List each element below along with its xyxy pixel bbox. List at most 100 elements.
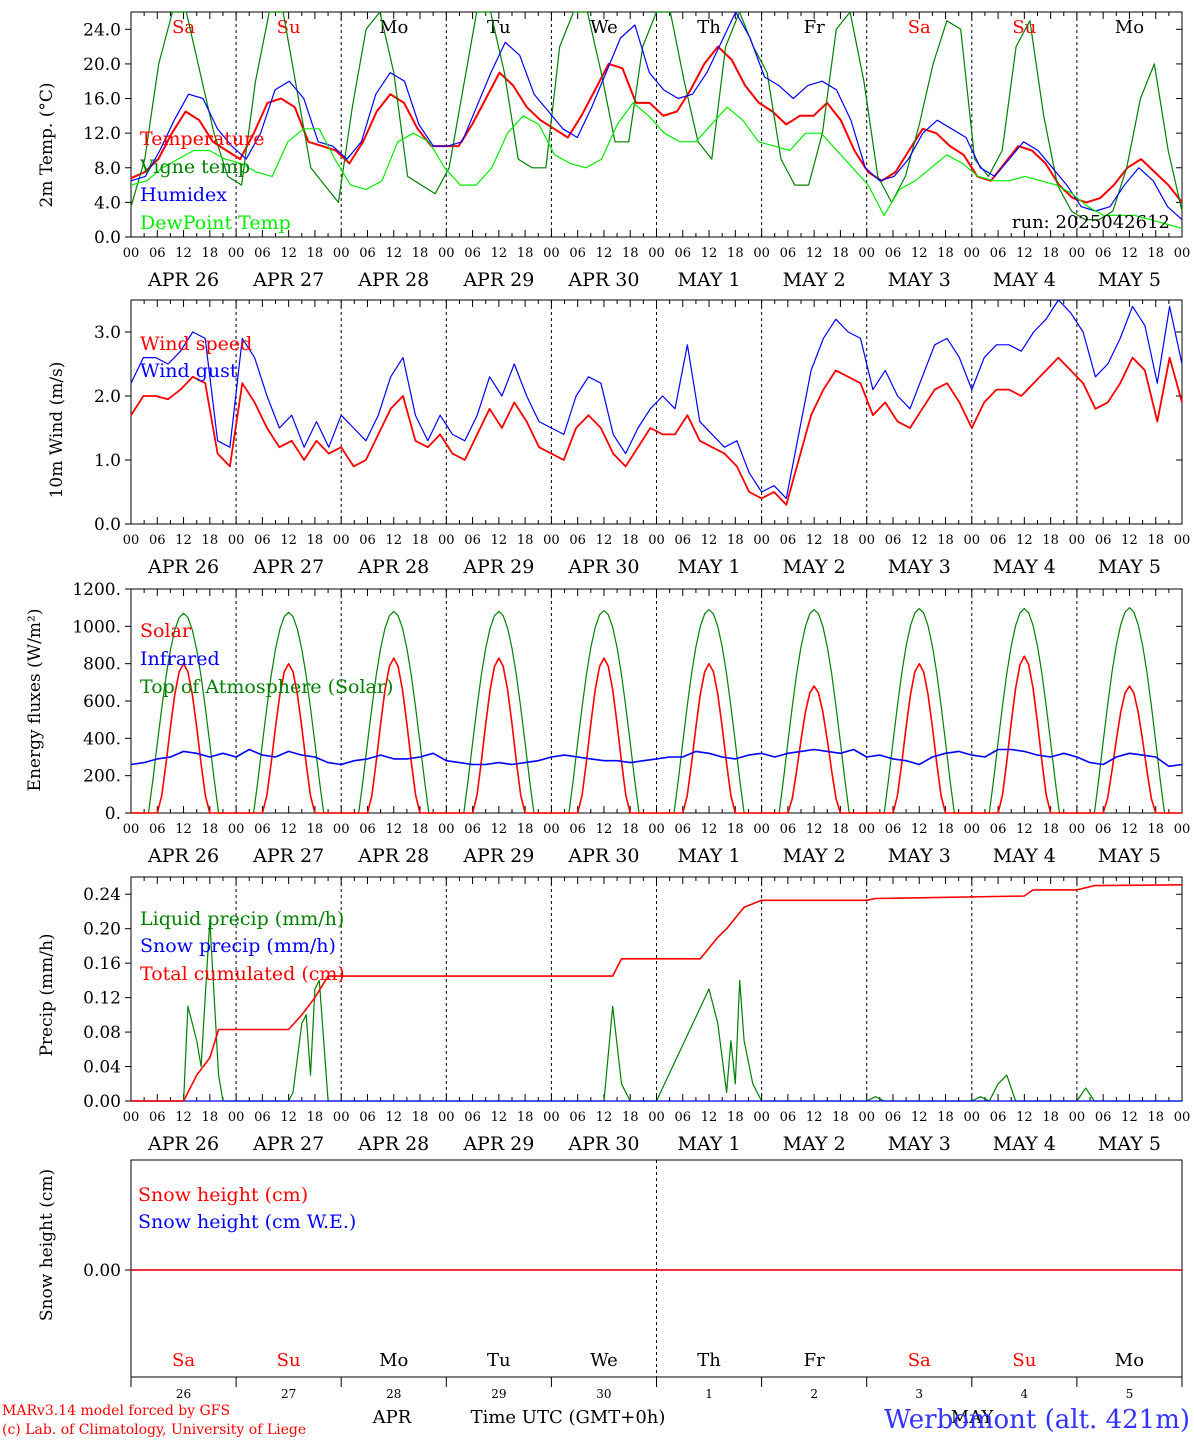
hour-tick-label: 06 [254, 822, 271, 837]
hour-tick-label: 00 [753, 1110, 770, 1125]
weekday-label: Mo [379, 1350, 408, 1371]
hour-tick-label: 06 [569, 533, 586, 548]
hour-tick-label: 12 [596, 822, 613, 837]
y-tick-label: 0.12 [83, 989, 121, 1009]
series-wind-speed [130, 356, 1183, 506]
weekday-label: We [590, 1350, 618, 1371]
hour-tick-label: 12 [1016, 246, 1033, 261]
legend-solar: Solar [140, 620, 192, 642]
date-label: MAY 3 [888, 556, 951, 578]
station-label: Werbomont (alt. 421m) [884, 1405, 1190, 1435]
weekday-label-top: Mo [1115, 17, 1144, 38]
energy-y-label: Energy fluxes (W/m²) [25, 609, 45, 792]
hour-tick-label: 12 [280, 822, 297, 837]
weekday-label: Mo [1115, 1350, 1144, 1371]
hour-tick-label: 06 [990, 246, 1007, 261]
weekday-label: Tu [487, 1350, 511, 1371]
date-label: APR 30 [567, 1133, 639, 1155]
y-tick-label: 0.04 [83, 1058, 121, 1078]
hour-tick-label: 12 [491, 246, 508, 261]
hour-tick-label: 00 [964, 533, 981, 548]
panel-frame [130, 299, 1183, 525]
date-label: APR 27 [252, 269, 324, 291]
hour-tick-label: 12 [175, 533, 192, 548]
run-label: run: 2025042612 [1012, 212, 1170, 233]
hour-tick-label: 00 [123, 246, 140, 261]
hour-tick-label: 06 [569, 246, 586, 261]
y-tick-label: 12.0 [83, 124, 121, 144]
day-number-label: 30 [596, 1387, 611, 1401]
hour-tick-label: 12 [1121, 1110, 1138, 1125]
hour-tick-label: 18 [412, 533, 429, 548]
y-tick-label: 0.00 [83, 1261, 121, 1281]
hour-tick-label: 00 [858, 1110, 875, 1125]
legend-snow-we: Snow height (cm W.E.) [138, 1211, 356, 1233]
hour-tick-label: 00 [228, 822, 245, 837]
hour-tick-label: 12 [175, 1110, 192, 1125]
hour-tick-label: 12 [280, 1110, 297, 1125]
hour-tick-label: 00 [438, 533, 455, 548]
hour-tick-label: 12 [911, 822, 928, 837]
series-vigne-temp [130, 11, 1183, 221]
legend-snow-precip: Snow precip (mm/h) [140, 935, 336, 957]
hour-tick-label: 06 [254, 1110, 271, 1125]
hour-tick-label: 00 [858, 822, 875, 837]
hour-tick-label: 18 [727, 1110, 744, 1125]
y-tick-label: 1200. [72, 580, 121, 600]
hour-tick-label: 18 [1042, 533, 1059, 548]
hour-tick-label: 00 [1174, 246, 1191, 261]
hour-tick-label: 00 [543, 1110, 560, 1125]
hour-tick-label: 12 [1016, 822, 1033, 837]
date-label: APR 30 [567, 556, 639, 578]
hour-tick-label: 00 [1069, 246, 1086, 261]
y-tick-label: 8.0 [94, 159, 121, 179]
hour-tick-label: 06 [149, 822, 166, 837]
y-tick-label: 0. [105, 804, 121, 824]
hour-tick-label: 06 [569, 822, 586, 837]
hour-tick-label: 12 [280, 533, 297, 548]
hour-tick-label: 00 [648, 1110, 665, 1125]
hour-tick-label: 12 [911, 246, 928, 261]
date-label: APR 26 [147, 845, 219, 867]
hour-tick-label: 12 [701, 1110, 718, 1125]
hour-tick-label: 12 [911, 1110, 928, 1125]
y-tick-label: 0.16 [83, 954, 121, 974]
hour-tick-label: 00 [964, 246, 981, 261]
hour-tick-label: 18 [1147, 246, 1164, 261]
hour-tick-label: 00 [648, 822, 665, 837]
hour-tick-label: 06 [675, 533, 692, 548]
hour-tick-label: 00 [123, 822, 140, 837]
hour-tick-label: 06 [149, 533, 166, 548]
weekday-label-top: Fr [804, 17, 825, 38]
hour-tick-label: 06 [885, 533, 902, 548]
hour-tick-label: 06 [149, 246, 166, 261]
hour-tick-label: 12 [596, 1110, 613, 1125]
hour-tick-label: 00 [123, 1110, 140, 1125]
hour-tick-label: 06 [675, 822, 692, 837]
y-tick-label: 1000. [72, 617, 121, 637]
hour-tick-label: 00 [543, 246, 560, 261]
hour-tick-label: 00 [1174, 533, 1191, 548]
weekday-label: Su [277, 1350, 301, 1371]
day-number-label: 26 [176, 1387, 191, 1401]
y-tick-label: 400. [83, 729, 121, 749]
hour-tick-label: 12 [806, 246, 823, 261]
y-tick-label: 600. [83, 692, 121, 712]
hour-tick-label: 06 [1095, 533, 1112, 548]
hour-tick-label: 18 [412, 246, 429, 261]
hour-tick-label: 06 [885, 1110, 902, 1125]
legend-toa-solar: Top of Atmosphere (Solar) [140, 676, 393, 698]
snow-y-label: Snow height (cm) [37, 1169, 57, 1321]
legend-wind-speed: Wind speed [140, 333, 252, 355]
date-label: APR 27 [252, 556, 324, 578]
weekday-label: Th [697, 1350, 721, 1371]
hour-tick-label: 00 [438, 1110, 455, 1125]
day-number-label: 1 [705, 1387, 713, 1401]
hour-tick-label: 18 [307, 533, 324, 548]
y-tick-label: 0.08 [83, 1023, 121, 1043]
date-label: MAY 2 [783, 1133, 846, 1155]
hour-tick-label: 00 [333, 533, 350, 548]
y-tick-label: 0.20 [83, 920, 121, 940]
legend-liquid-precip: Liquid precip (mm/h) [140, 908, 344, 930]
hour-tick-label: 12 [806, 533, 823, 548]
